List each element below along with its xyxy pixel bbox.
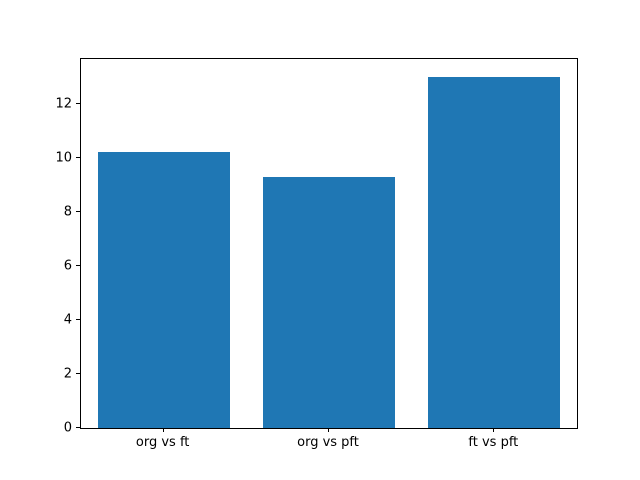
y-tick-mark [76, 156, 80, 158]
y-tick-label: 10 [55, 150, 72, 166]
plot-area [80, 58, 578, 429]
y-tick-label: 2 [63, 366, 72, 382]
x-tick-mark [328, 428, 329, 432]
y-tick-label: 4 [63, 312, 72, 328]
y-tick-mark [76, 264, 80, 266]
y-tick-mark [76, 210, 80, 212]
x-tick-mark [162, 428, 164, 432]
x-tick-label: ft vs pft [468, 435, 519, 450]
bar-org-vs-pft [262, 176, 396, 428]
y-tick-mark [76, 318, 80, 320]
y-tick-label: 8 [63, 204, 72, 220]
x-tick-label: org vs pft [297, 435, 359, 450]
y-tick-mark [76, 102, 80, 104]
y-tick-label: 6 [63, 258, 72, 274]
bar-org-vs-ft [97, 152, 230, 428]
bar-ft-vs-pft [428, 76, 561, 428]
y-tick-label: 0 [63, 420, 72, 436]
y-tick-label: 12 [55, 96, 72, 112]
x-tick-label: org vs ft [135, 435, 190, 450]
x-tick-mark [493, 428, 495, 432]
y-tick-mark [76, 372, 80, 374]
y-tick-mark [76, 427, 80, 428]
